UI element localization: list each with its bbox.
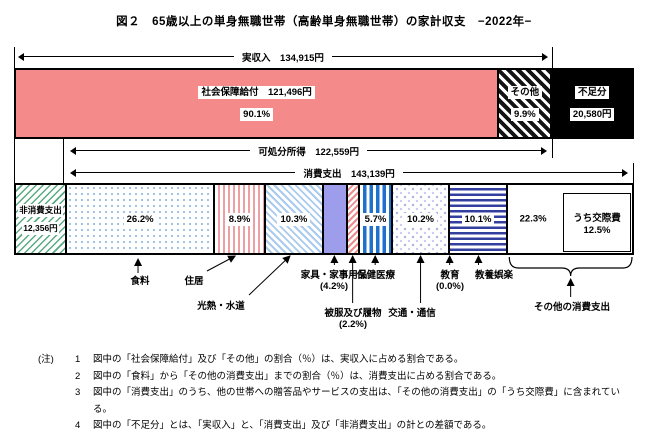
label-education: 教育 xyxy=(440,270,460,281)
segment-social-security: 社会保障給付 121,496円 90.1% xyxy=(16,70,498,137)
segment-label: 非消費支出 xyxy=(18,203,63,217)
notes-prefix: (注) xyxy=(38,354,54,365)
segment-furniture xyxy=(322,185,346,253)
segment-label: 10.3% xyxy=(277,212,311,226)
segment-label: 10.2% xyxy=(404,212,437,226)
note-text: 図中の「食料」から「その他の消費支出」までの割合（％）は、消費支出に占める割合で… xyxy=(93,370,502,382)
segment-label: 9.9% xyxy=(511,108,539,121)
note-text: 図中の「社会保障給付」及び「その他」の割合（％）は、実収入に占める割合である。 xyxy=(93,354,464,365)
income-arrow: 実収入 134,915円 xyxy=(14,50,552,64)
segment-non-consumption: 非消費支出 12,356円 xyxy=(16,185,65,253)
arrow-line xyxy=(367,150,542,151)
label-transport: 交通・通信 xyxy=(388,308,436,319)
arrow-line xyxy=(75,172,296,173)
note-row: 4 図中の「不足分」とは、「実収入」と、「消費支出」及び「非消費支出」の計との差… xyxy=(38,418,634,435)
segment-label: 26.2% xyxy=(123,212,157,226)
segment-label: 90.1% xyxy=(240,108,274,121)
segment-label: 22.3% xyxy=(516,212,550,226)
notes-prefix-spacer xyxy=(38,369,75,386)
kosaihi-label: うち交際費 xyxy=(573,212,621,224)
label-housing: 住居 xyxy=(184,276,204,287)
guide-line xyxy=(551,47,553,68)
arrowhead-right-icon xyxy=(621,168,632,177)
segment-label: 10.1% xyxy=(461,212,495,226)
segment-label: 社会保障給付 121,496円 xyxy=(198,86,315,99)
note-text: 図中の「不足分」とは、「実収入」と、「消費支出」及び「非消費支出」の計との差額で… xyxy=(93,420,492,431)
income-arrow-label: 実収入 134,915円 xyxy=(242,52,324,64)
segment-label: その他 xyxy=(507,86,543,99)
guide-line xyxy=(14,47,15,68)
disposable-arrow-label: 可処分所得 122,559円 xyxy=(258,146,360,158)
label-clothing: 被服及び履物 xyxy=(324,308,382,319)
guide-line xyxy=(632,163,634,184)
arrowhead-left-icon xyxy=(66,146,77,155)
note-number: 4 xyxy=(75,420,81,431)
segment-housing: 8.9% xyxy=(213,185,264,253)
segment-recreation: 10.1% xyxy=(448,185,506,253)
note-text: 図中の「消費支出」のうち、他の世帯への贈答品やサービスの支出は、「その他の消費支… xyxy=(93,387,620,415)
note-row: 2 図中の「食料」から「その他の消費支出」までの割合（％）は、消費支出に占める割… xyxy=(38,369,634,386)
consumption-arrow-label: 消費支出 143,139円 xyxy=(303,168,395,180)
label-utilities: 光熱・水道 xyxy=(197,301,245,312)
kosaihi-box: うち交際費 12.5% xyxy=(562,193,631,252)
segment-label: 8.9% xyxy=(225,212,254,226)
arrowhead-left-icon xyxy=(14,52,24,61)
guide-line xyxy=(63,139,65,184)
segment-label: 12,356円 xyxy=(22,221,59,235)
arrowhead-right-icon xyxy=(540,146,551,155)
label-other-consumption: その他の消費支出 xyxy=(533,302,611,313)
notes-prefix-spacer xyxy=(38,385,75,418)
note-number: 1 xyxy=(75,354,81,365)
label-health: 保健医療 xyxy=(356,270,396,281)
figure-title: 図２ 65歳以上の単身無職世帯（高齢単身無職世帯）の家計収支 −2022年− xyxy=(116,16,532,28)
label-food: 食料 xyxy=(130,276,150,287)
segment-transport: 10.2% xyxy=(390,185,449,253)
arrow-line xyxy=(331,56,543,57)
consumption-arrow: 消費支出 143,139円 xyxy=(66,166,632,180)
arrow-line xyxy=(23,56,235,57)
label-furniture-pct: (4.2%) xyxy=(320,281,348,292)
arrow-line xyxy=(402,172,623,173)
note-row: 3 図中の「消費支出」のうち、他の世帯への贈答品やサービスの支出は、「その他の消… xyxy=(38,385,634,418)
note-row: (注) 1 図中の「社会保障給付」及び「その他」の割合（％）は、実収入に占める割… xyxy=(38,352,634,369)
expenditure-bar: 非消費支出 12,356円 26.2% 8.9% 10.3% 5.7% 10.2% 10.1%… xyxy=(14,183,634,255)
segment-other-income: その他 9.9% xyxy=(497,70,551,137)
arrow-line xyxy=(75,150,251,151)
label-education-pct: (0.0%) xyxy=(436,281,464,292)
guide-line xyxy=(551,139,553,158)
note-number: 2 xyxy=(75,370,81,382)
notes-section: (注) 1 図中の「社会保障給付」及び「その他」の割合（％）は、実収入に占める割… xyxy=(38,352,634,435)
segment-label: 5.7% xyxy=(361,212,390,226)
label-clothing-pct: (2.2%) xyxy=(339,319,367,330)
label-recreation: 教養娯楽 xyxy=(474,270,514,281)
segment-clothing xyxy=(345,185,359,253)
guide-line xyxy=(14,139,15,184)
chart-area: 実収入 134,915円 社会保障給付 121,496円 90.1% その他 9.9%… xyxy=(14,47,634,330)
arrowhead-left-icon xyxy=(66,168,77,177)
kosaihi-pct: 12.5% xyxy=(583,224,611,236)
segment-health: 5.7% xyxy=(358,185,391,253)
disposable-income-arrow: 可処分所得 122,559円 xyxy=(66,144,551,158)
segment-label: 20,580円 xyxy=(569,108,615,121)
arrowhead-right-icon xyxy=(541,52,552,61)
label-furniture: 家具・家事用品 xyxy=(300,270,368,281)
segment-other-consumption: 22.3% うち交際費 12.5% xyxy=(505,185,632,253)
note-number: 3 xyxy=(75,387,81,398)
segment-label: 不足分 xyxy=(574,86,610,99)
income-bar: 社会保障給付 121,496円 90.1% その他 9.9% 不足分 20,580円 xyxy=(14,68,634,139)
segment-utilities: 10.3% xyxy=(263,185,323,253)
segment-food: 26.2% xyxy=(64,185,214,253)
notes-prefix-spacer xyxy=(38,418,75,435)
segment-shortfall: 不足分 20,580円 xyxy=(550,70,632,137)
